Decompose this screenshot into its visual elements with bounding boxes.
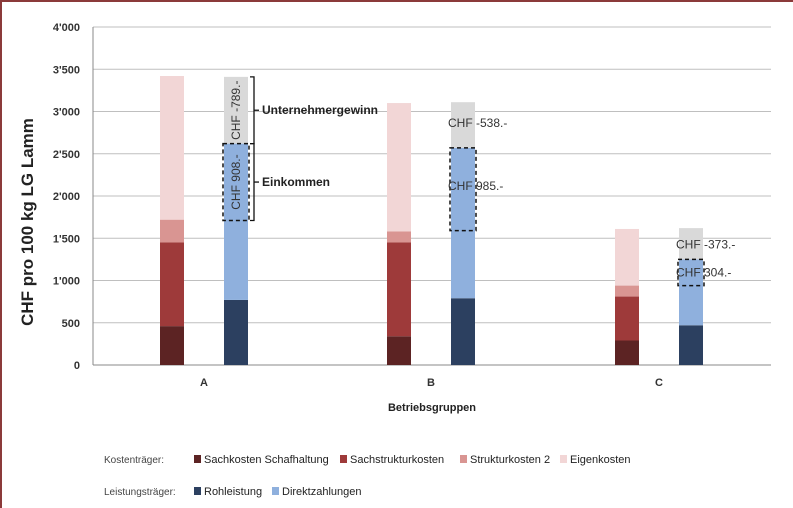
x-tick-label: C	[655, 377, 663, 389]
legend-swatch	[340, 455, 347, 463]
y-tick-labels: 0 500 1'000 1'500 2'000 2'500 3'000 3'500 4'000	[53, 22, 80, 372]
cost-bar-segment	[387, 336, 411, 365]
legend-swatch	[194, 455, 201, 463]
cost-bar-segment	[160, 219, 184, 243]
legend-swatch	[194, 487, 201, 495]
revenue-bar-segment	[679, 228, 703, 260]
x-tick-labels: A B C	[200, 377, 663, 389]
einkommen-dashed-box	[449, 147, 477, 232]
einkommen-label: CHF 985.-	[448, 179, 503, 193]
cost-bar-segment	[615, 228, 639, 286]
y-axis-title: CHF pro 100 kg LG Lamm	[18, 118, 37, 326]
legend-label: Sachkosten Schafhaltung	[204, 454, 329, 466]
cost-bar-segment	[160, 326, 184, 365]
revenue-bar-segment	[224, 76, 248, 144]
y-tick-label: 2'500	[53, 149, 80, 161]
y-tick-label: 1'500	[53, 233, 80, 245]
bars	[160, 76, 703, 365]
legend-swatch	[560, 455, 567, 463]
legend-label: Rohleistung	[204, 486, 262, 498]
unternehmergewinn-bracket-label: Unternehmergewinn	[262, 103, 378, 117]
legend-kosten-caption: Kostenträger:	[104, 455, 164, 466]
y-tick-label: 1'000	[53, 276, 80, 288]
einkommen-dashed-box	[677, 258, 705, 287]
einkommen-label: CHF 908.-	[229, 154, 243, 209]
x-tick-label: A	[200, 377, 208, 389]
cost-bar-segment	[160, 76, 184, 220]
cost-bar-segment	[615, 296, 639, 341]
revenue-bar-segment	[224, 299, 248, 365]
legend: Kostenträger: Leistungsträger: Sachkoste…	[104, 454, 631, 498]
legend-label: Strukturkosten 2	[470, 454, 550, 466]
cost-bar-segment	[387, 242, 411, 337]
y-tick-label: 4'000	[53, 22, 80, 34]
einkommen-label: CHF 304.-	[676, 265, 731, 279]
legend-label: Sachstrukturkosten	[350, 454, 444, 466]
cost-bar-segment	[615, 285, 639, 297]
einkommen-bracket-label: Einkommen	[262, 175, 330, 189]
legend-label: Direktzahlungen	[282, 486, 362, 498]
legend-swatch	[460, 455, 467, 463]
revenue-bar-segment	[451, 147, 475, 299]
revenue-bar-segment	[679, 325, 703, 365]
cost-bar-segment	[160, 242, 184, 327]
y-tick-label: 0	[74, 360, 80, 372]
cost-bar-segment	[615, 340, 639, 365]
y-tick-label: 3'000	[53, 107, 80, 119]
unternehmergewinn-label: CHF -538.-	[448, 116, 507, 130]
x-axis-title: Betriebsgruppen	[388, 402, 476, 414]
unternehmergewinn-label: CHF -373.-	[676, 238, 735, 252]
y-tick-label: 3'500	[53, 64, 80, 76]
legend-swatch	[272, 487, 279, 495]
unternehmergewinn-bracket	[250, 76, 255, 145]
gridlines	[92, 26, 771, 366]
x-tick-label: B	[427, 377, 435, 389]
revenue-bar-segment	[451, 298, 475, 365]
einkommen-dashed-box	[222, 142, 250, 222]
einkommen-bracket	[250, 142, 255, 222]
cost-bar-segment	[387, 103, 411, 232]
legend-label: Eigenkosten	[570, 454, 631, 466]
y-tick-label: 500	[62, 318, 80, 330]
revenue-bar-segment	[451, 102, 475, 148]
revenue-bar-segment	[224, 143, 248, 300]
cost-bar-segment	[387, 231, 411, 243]
annotations: CHF -789.- CHF 908.- Unternehmergewinn Eink…	[222, 76, 735, 287]
revenue-bar-segment	[679, 259, 703, 326]
legend-leistung-caption: Leistungsträger:	[104, 487, 176, 498]
y-tick-label: 2'000	[53, 191, 80, 203]
unternehmergewinn-label: CHF -789.-	[229, 81, 243, 140]
